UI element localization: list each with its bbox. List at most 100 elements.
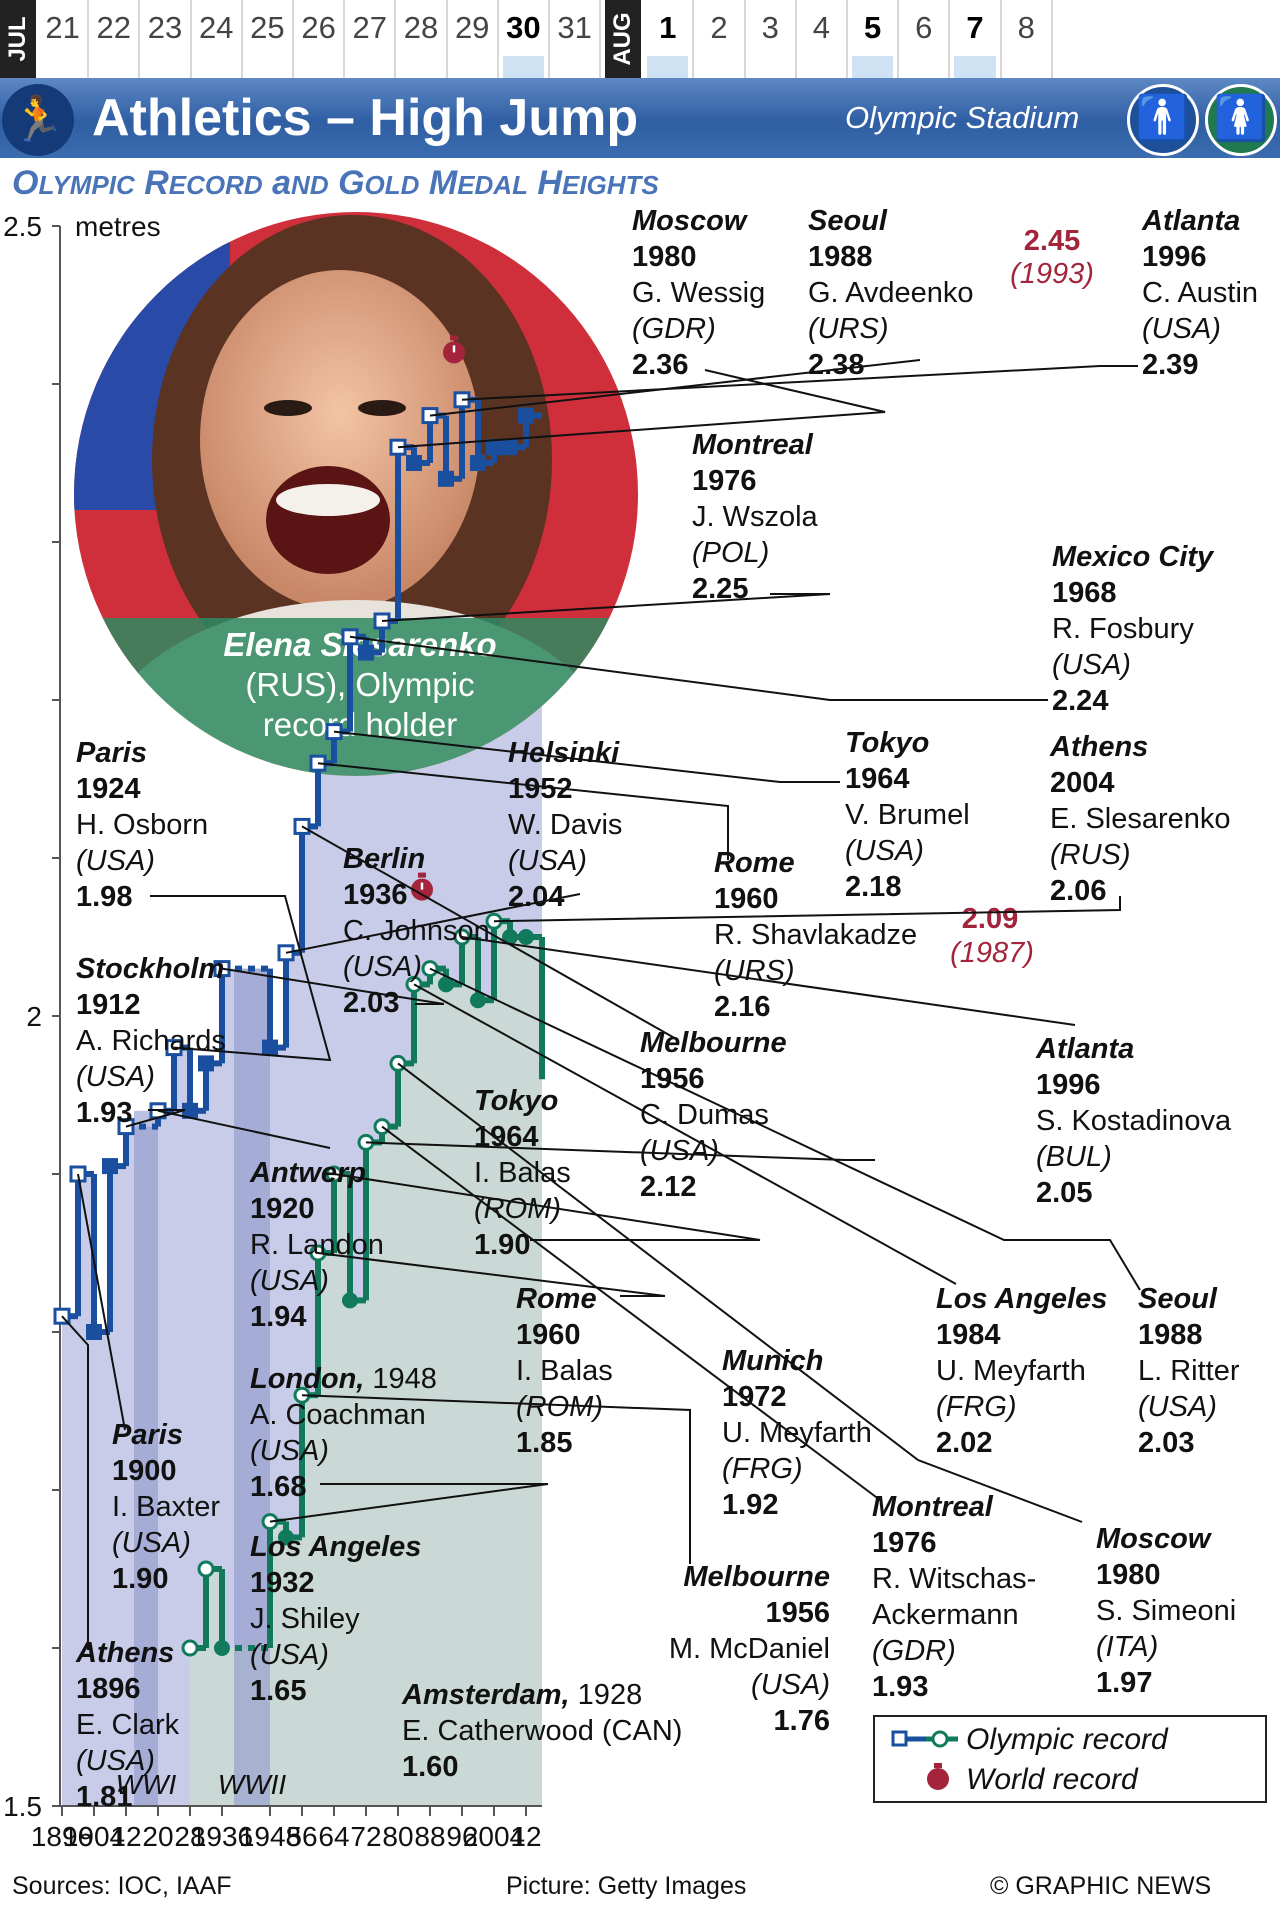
women-annotation-1980-year: 1980 [1096,1559,1161,1591]
leader-men-1920 [157,1109,331,1149]
men-annotation-1988-athlete: G. Avdeenko [808,277,974,309]
men-annotation-1996-city: Atlanta [1141,205,1240,237]
men-annotation-1964-height: 2.18 [845,871,901,903]
world-record-crown-2.09 [418,872,426,878]
leader-men-1952 [285,893,581,954]
men-annotation-1924-country: (USA) [76,845,155,877]
women-annotation-1988-city: Seoul [1138,1283,1218,1315]
x-tick-label-1988: 88 [414,1821,445,1852]
women-annotation-1928-athlete: E. Catherwood (CAN) [402,1715,682,1747]
date-jul-29: 29 [447,0,499,78]
world-record-year-men: (1993) [1010,258,1094,290]
men-annotation-1980-country: (GDR) [632,313,716,345]
men-point-2008 [502,439,518,456]
men-annotation-1936-athlete: C. Johnson [343,915,490,947]
women-point-1932 [197,1560,215,1578]
date-aug-7: 7 [950,0,1002,78]
men-annotation-1956-year: 1956 [640,1063,705,1095]
men-annotation-1976-country: (POL) [692,537,769,569]
leader-men-1960 [317,762,729,860]
date-jul-23: 23 [140,0,192,78]
men-annotation-1896-city: Athens [75,1637,174,1669]
women-annotation-1964-city: Tokyo [474,1085,558,1117]
men-annotation-1964-city: Tokyo [845,727,929,759]
high-jumper-icon: 🏃 [2,84,74,156]
men-annotation-1920-country: (USA) [250,1265,329,1297]
men-annotation-1988-country: (URS) [808,313,889,345]
leader-men-1976 [381,593,831,622]
men-annotation-1936-city: Berlin [343,843,425,875]
x-tick-label-1956: 56 [286,1821,317,1852]
photo-caption-line-2: record holder [263,706,457,743]
women-annotation-1960-height: 1.85 [516,1427,572,1459]
men-point-1904 [86,1324,102,1340]
y-tick-label-2: 2 [26,1001,42,1032]
leader-men-1956 [301,825,679,1041]
men-annotation-1912-year: 1912 [76,989,141,1021]
women-annotation-1928-height: 1.60 [402,1751,458,1783]
leader-men-1896 [61,1315,89,1650]
world-record-value-men: 2.45 [1024,225,1080,257]
women-annotation-1988-height: 2.03 [1138,1427,1194,1459]
legend-men-marker [891,1730,908,1747]
women-annotation-1932-city: Los Angeles [250,1531,421,1563]
women-annotation-1980-athlete: S. Simeoni [1096,1595,1236,1627]
women-annotation-1984-athlete: U. Meyfarth [936,1355,1086,1387]
date-aug-6: 6 [899,0,951,78]
women-annotation-1988-country: (USA) [1138,1391,1217,1423]
men-annotation-1920-athlete: R. Landon [250,1229,384,1261]
women-annotation-1976-height: 1.93 [872,1671,928,1703]
men-annotation-1900-height: 1.90 [112,1563,168,1595]
men-annotation-1920-height: 1.94 [250,1301,306,1333]
leader-women-1996 [461,936,1076,1026]
women-point-2012 [518,929,534,945]
footer-sources: Sources: IOC, IAAF [12,1872,232,1900]
women-point-1936 [214,1640,230,1656]
women-annotation-1984-city: Los Angeles [936,1283,1107,1315]
women-annotation-2004-country: (RUS) [1050,839,1131,871]
date-jul-26: 26 [294,0,346,78]
leader-women-1984 [413,983,957,1285]
men-annotation-1968-city: Mexico City [1052,541,1215,573]
men-point-2000 [470,455,486,471]
date-jul-24: 24 [191,0,243,78]
women-point-1968 [342,1292,358,1309]
women-annotation-1932-year: 1932 [250,1567,315,1599]
x-tick-label-1964: 64 [318,1821,349,1852]
women-annotation-1980-city: Moscow [1096,1523,1213,1555]
date-aug-8: 8 [1001,0,1053,78]
men-annotation-1900-country: (USA) [112,1527,191,1559]
women-annotation-1948-city: London, 1948 [250,1363,437,1395]
leader-men-1900 [77,1173,126,1431]
women-annotation-1932-height: 1.65 [250,1675,306,1707]
leader-men-1996 [461,365,1138,401]
women-annotation-1976-city: Montreal [872,1491,994,1523]
venue-label: Olympic Stadium [845,100,1080,135]
men-annotation-1988-city: Seoul [808,205,888,237]
y-axis-label: metres [75,211,161,242]
men-annotation-1912-athlete: A. Richards [76,1025,226,1057]
date-aug-1: 1 [643,0,695,78]
men-annotation-1988-year: 1988 [808,241,873,273]
men-annotation-1924-athlete: H. Osborn [76,809,208,841]
men-annotation-1976-year: 1976 [692,465,757,497]
women-annotation-1988-athlete: L. Ritter [1138,1355,1240,1387]
world-record-crown-2.45 [450,335,458,341]
month-tab-aug: AUG [605,0,642,78]
man-icon: 🚹 [1127,84,1199,156]
women-annotation-1956-year: 1956 [765,1597,830,1629]
date-jul-28: 28 [396,0,448,78]
photo-teeth [276,484,380,516]
men-annotation-1980-city: Moscow [632,205,749,237]
men-annotation-1964-country: (USA) [845,835,924,867]
men-annotation-1996-height: 2.39 [1142,349,1198,381]
men-annotation-1900-city: Paris [112,1419,183,1451]
leader-women-2004 [493,896,1121,923]
x-tick-label-1972: 72 [350,1821,381,1852]
women-annotation-2004-athlete: E. Slesarenko [1050,803,1231,835]
men-annotation-1924-city: Paris [76,737,147,769]
women-annotation-1960-city: Rome [516,1283,597,1315]
leader-women-1960 [317,1252,666,1297]
men-annotation-1980-height: 2.36 [632,349,688,381]
